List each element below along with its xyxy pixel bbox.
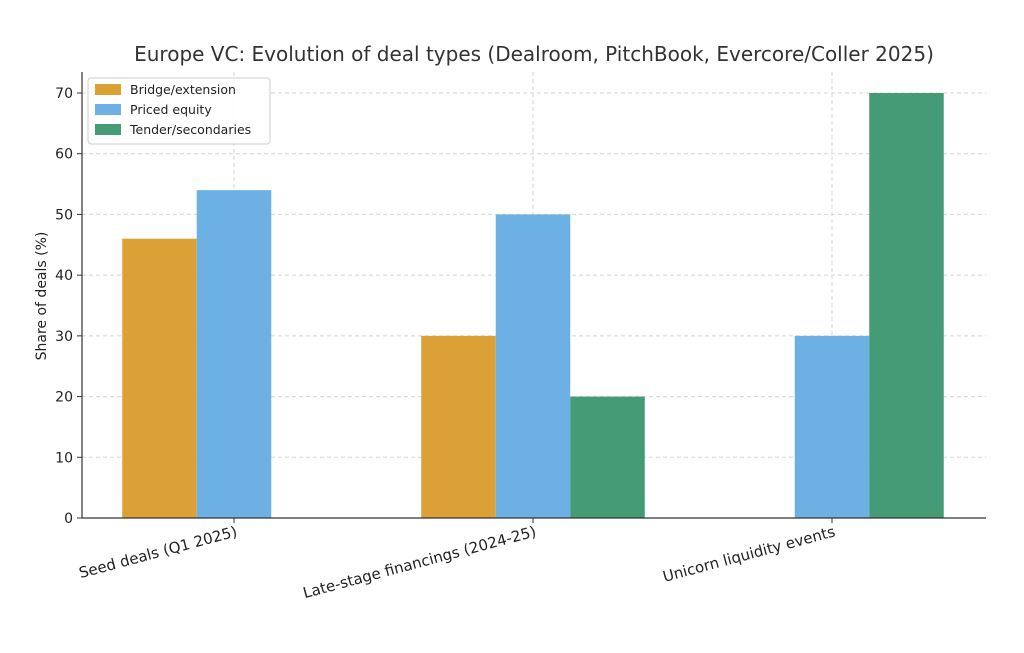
y-tick-label: 10 — [55, 450, 73, 466]
y-tick-label: 40 — [55, 268, 73, 284]
bar-bridge-extension-1 — [122, 238, 197, 518]
legend: Bridge/extension Priced equity Tender/seco… — [87, 77, 271, 145]
axes-layer — [81, 72, 986, 519]
y-tick-label: 20 — [55, 390, 73, 406]
bar-priced-equity-3 — [794, 335, 870, 518]
y-axis-label: Share of deals (%) — [34, 232, 50, 361]
legend-swatch — [95, 84, 121, 95]
legend-label: Tender/secondaries — [129, 122, 251, 137]
x-category-label: Seed deals (Q1 2025) — [77, 522, 239, 582]
bar-priced-equity-1 — [196, 190, 272, 518]
category-labels: Seed deals (Q1 2025) Late-stage financing… — [77, 522, 837, 602]
bar-tender-secondaries-2 — [570, 396, 645, 518]
bars-layer — [122, 93, 944, 518]
legend-swatch — [95, 124, 121, 135]
x-category-label: Unicorn liquidity events — [661, 522, 837, 585]
bar-bridge-extension-2 — [421, 335, 496, 518]
y-tick-label: 0 — [64, 511, 73, 527]
y-tick-label: 50 — [55, 207, 73, 223]
ticks-layer: 0 10 20 30 40 50 60 70 — [55, 86, 833, 527]
bar-priced-equity-2 — [495, 214, 571, 518]
y-tick-label: 30 — [55, 329, 73, 345]
legend-box — [87, 77, 271, 145]
bar-tender-secondaries-3 — [869, 93, 944, 518]
y-tick-label: 70 — [55, 86, 73, 102]
chart-title: Europe VC: Evolution of deal types (Deal… — [134, 42, 934, 66]
x-category-label: Late-stage financings (2024-25) — [301, 522, 538, 602]
legend-label: Priced equity — [130, 102, 212, 117]
legend-swatch — [95, 104, 121, 115]
legend-label: Bridge/extension — [130, 82, 236, 97]
y-tick-label: 60 — [55, 147, 73, 163]
